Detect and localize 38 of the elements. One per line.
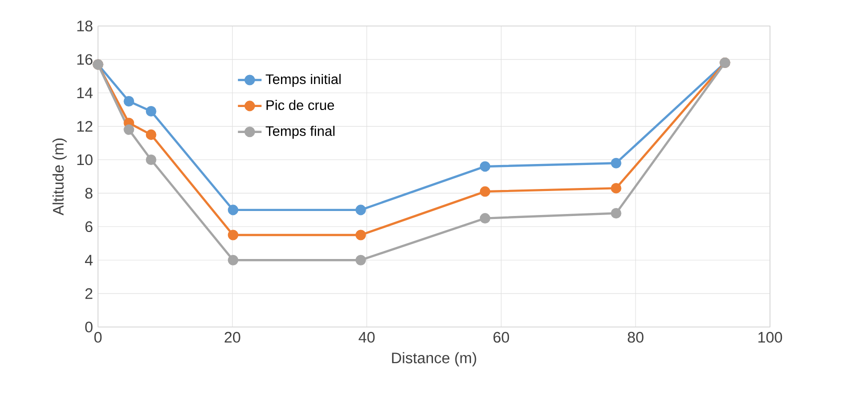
legend-label: Pic de crue	[266, 100, 334, 110]
point	[480, 213, 490, 224]
point	[228, 230, 238, 240]
y-tick-label: 16	[77, 54, 92, 65]
x-tick-label: 100	[758, 332, 782, 343]
point	[480, 161, 490, 172]
point	[610, 182, 622, 194]
point	[610, 208, 622, 219]
x-tick-label: 0	[94, 332, 102, 343]
point	[228, 254, 238, 266]
point	[146, 129, 156, 140]
y-tick-label: 6	[85, 221, 92, 232]
y-tick-label: 8	[85, 188, 92, 199]
point	[480, 186, 490, 197]
point	[355, 254, 366, 266]
legend-label: Temps final	[266, 126, 334, 139]
x-tick-label: 40	[358, 332, 375, 343]
point	[146, 106, 156, 117]
y-tick-label: 4	[84, 254, 93, 266]
x-tick-label: 60	[494, 332, 510, 343]
point	[355, 204, 366, 216]
point	[355, 230, 366, 240]
y-tick-label: 14	[77, 88, 93, 98]
x-tick-label: 80	[628, 332, 644, 343]
point	[124, 96, 134, 107]
x-axis-title: Distance (m)	[392, 352, 476, 366]
point	[146, 154, 156, 166]
legend-label: Temps initial	[266, 74, 341, 87]
y-tick-label: 0	[85, 322, 92, 332]
y-tick-label: 18	[77, 20, 92, 32]
point	[228, 204, 238, 216]
y-tick-label: 10	[77, 154, 92, 166]
x-tick-label: 20	[224, 332, 240, 343]
y-tick-label: 12	[77, 121, 92, 132]
y-axis-title: Altitude (m)	[52, 138, 67, 216]
point	[124, 124, 134, 135]
y-tick-label: 2	[85, 288, 92, 299]
point	[610, 158, 622, 168]
